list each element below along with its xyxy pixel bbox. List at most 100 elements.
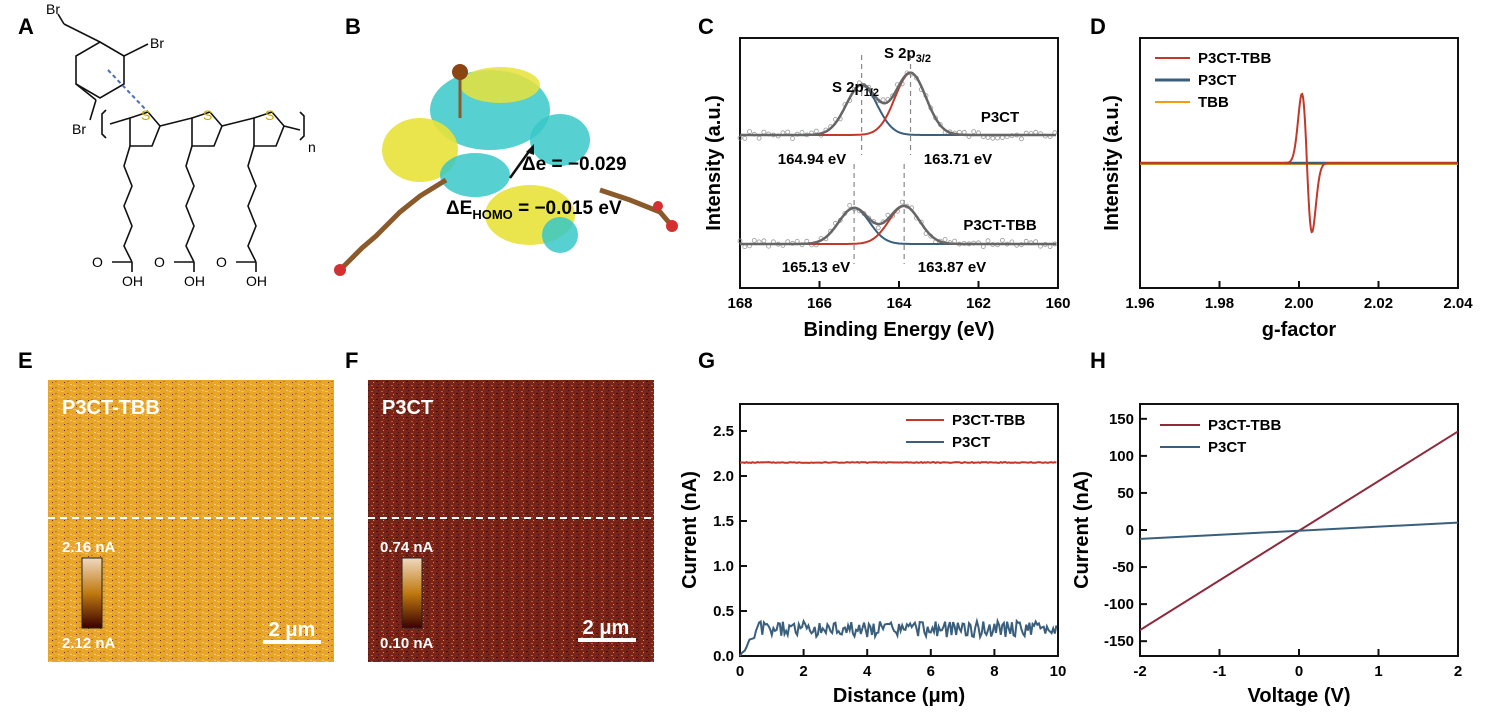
y-tick-label-h: -150 — [1104, 633, 1134, 650]
cafm-map-f: P3CT 0.74 nA 0.10 nA 2 μm — [368, 380, 654, 662]
series-label-p3ct-c: P3CT — [981, 109, 1019, 126]
raw-data-point — [790, 136, 795, 141]
line-p3ct-tbb-profile — [739, 460, 1057, 464]
x-tick-label-d: 2.00 — [1284, 295, 1313, 312]
peak-label-s2p12: S 2p1/2 — [832, 79, 879, 99]
panel-label-g: G — [698, 348, 715, 373]
raw-data-point — [742, 244, 748, 250]
x-tick-label-h: 0 — [1295, 663, 1303, 680]
raw-data-point — [761, 129, 767, 135]
y-tick-label-h: -50 — [1112, 559, 1134, 576]
peak-label-s2p32: S 2p3/2 — [884, 45, 931, 65]
thiophene-3 — [253, 111, 285, 147]
structure-labels: Br Br Br S S S n O OH O OH O OH — [46, 1, 316, 289]
x-tick-label-h: 2 — [1454, 663, 1462, 680]
plot-frame-g — [739, 403, 1059, 657]
thiophene-1 — [129, 111, 161, 147]
x-tick-label-c: 162 — [966, 295, 991, 312]
peak-value-3: 165.13 eV — [782, 259, 850, 276]
legend-label-p3ct-g: P3CT — [952, 434, 990, 451]
atom-br-3: Br — [72, 121, 86, 137]
interaction-line — [107, 69, 149, 113]
colorbar-min-f: 0.10 nA — [380, 635, 434, 652]
x-tick-label-c: 164 — [886, 295, 912, 312]
repeat-n: n — [308, 139, 316, 155]
y-tick-label-h: 50 — [1117, 485, 1134, 502]
peak-value-4: 163.87 eV — [918, 259, 986, 276]
x-tick-label-d: 2.04 — [1443, 295, 1473, 312]
ticks-g: 0 2 4 6 8 10 0.0 0.5 1.0 1.5 2.0 2.5 — [713, 423, 1066, 680]
y-tick-label-g: 2.0 — [713, 468, 734, 485]
chart-d: 1.96 1.98 2.00 2.02 2.04 g-factor Intensity … — [1101, 37, 1473, 341]
raw-data-point — [985, 238, 991, 244]
x-tick-label-d: 1.98 — [1205, 295, 1234, 312]
raw-data-point — [785, 129, 791, 135]
raw-data-point — [1023, 238, 1029, 244]
y-tick-label-g: 1.0 — [713, 558, 734, 575]
chart-c: 168 166 164 162 160 Binding Energy (eV) Inte… — [703, 37, 1071, 341]
sample-label-e: P3CT-TBB — [62, 397, 160, 419]
data-c — [737, 55, 1058, 264]
raw-data-point — [751, 238, 757, 243]
x-tick-label-c: 160 — [1045, 295, 1070, 312]
atom-s-1: S — [141, 107, 150, 123]
x-axis-title-g: Distance (μm) — [833, 685, 965, 707]
raw-data-point — [813, 128, 819, 134]
y-tick-label-h: 100 — [1109, 448, 1134, 465]
legend-label-p3ct-tbb-g: P3CT-TBB — [952, 412, 1026, 429]
x-tick-label-h: 1 — [1374, 663, 1382, 680]
raw-data-point — [990, 135, 996, 141]
panel-label-f: F — [345, 348, 358, 373]
charge-density-render — [334, 64, 678, 276]
panel-label-h: H — [1090, 348, 1106, 373]
colorbar-f — [401, 557, 423, 629]
ticks-h: -2 -1 0 1 2 150 100 50 0 -50 -100 -150 — [1104, 411, 1462, 680]
raw-data-point — [1033, 129, 1039, 135]
raw-data-point — [971, 129, 977, 135]
y-tick-label-g: 0.0 — [713, 648, 734, 665]
x-axis-title-c: Binding Energy (eV) — [803, 319, 994, 341]
x-axis-title-d: g-factor — [1262, 319, 1337, 341]
y-axis-title-h: Current (nA) — [1071, 471, 1093, 589]
x-ticks-d: 1.96 1.98 2.00 2.02 2.04 — [1125, 281, 1473, 312]
atom-o-3: O — [216, 254, 227, 270]
panel-label-c: C — [698, 14, 714, 39]
fit-envelope-p3ct — [740, 71, 1056, 137]
x-tick-label-g: 4 — [863, 663, 872, 680]
raw-data-point — [847, 202, 853, 208]
atom-s-2: S — [203, 107, 212, 123]
atom-s-3: S — [265, 107, 274, 123]
legend-g: P3CT-TBB P3CT — [906, 412, 1026, 451]
x-tick-label-h: -1 — [1213, 663, 1226, 680]
raw-data-point — [875, 225, 881, 231]
raw-data-point — [742, 135, 748, 141]
sample-label-f: P3CT — [382, 397, 433, 419]
x-tick-label-g: 0 — [736, 663, 744, 680]
chart-g: 0 2 4 6 8 100.00.51.01.52.02.5 Distance (μm) … — [679, 403, 1066, 707]
peak-value-2: 163.71 eV — [924, 151, 992, 168]
legend-h: P3CT-TBB P3CT — [1160, 417, 1282, 456]
atom-oh-3: OH — [246, 273, 267, 289]
delta-ehomo-label: ΔEHOMO = −0.015 eV — [446, 198, 622, 222]
x-tick-label-g: 2 — [799, 663, 807, 680]
delta-e-label: Δe = −0.029 — [522, 154, 627, 175]
colorbar-e — [81, 557, 103, 629]
cafm-map-e: P3CT-TBB 2.16 nA 2.12 nA 2 μm — [48, 380, 334, 662]
chemical-structure — [57, 13, 305, 272]
legend-label-p3ct-tbb-d: P3CT-TBB — [1198, 50, 1272, 67]
scalebar-label-e: 2 μm — [269, 619, 316, 641]
x-tick-label-g: 8 — [990, 663, 998, 680]
line-p3ct-iv — [1139, 521, 1459, 540]
data-d — [1140, 92, 1458, 234]
line-p3ct-tbb — [1140, 92, 1458, 234]
panel-label-e: E — [18, 348, 33, 373]
raw-data-point — [756, 135, 762, 141]
y-tick-label-h: 0 — [1126, 522, 1134, 539]
y-tick-label-g: 2.5 — [713, 423, 734, 440]
raw-data-point — [747, 129, 752, 135]
atom-br-2: Br — [150, 35, 164, 51]
atom-o-1: O — [92, 254, 103, 270]
legend-d: P3CT-TBB P3CT TBB — [1155, 50, 1272, 111]
colorbar-max-f: 0.74 nA — [380, 539, 434, 556]
